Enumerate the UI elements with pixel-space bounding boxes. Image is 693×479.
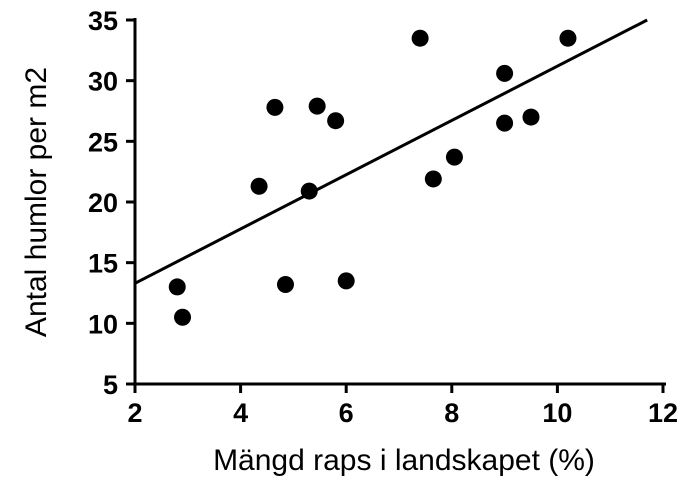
y-tick-label: 30	[88, 67, 118, 97]
data-point	[327, 112, 345, 130]
x-tick-label: 4	[233, 398, 248, 428]
y-tick-label: 35	[88, 6, 118, 36]
x-tick-label: 12	[648, 398, 678, 428]
y-tick-label: 5	[103, 370, 118, 400]
y-tick-label: 25	[88, 127, 118, 157]
data-point	[445, 148, 463, 166]
axes	[133, 18, 666, 386]
y-tick-label: 10	[88, 309, 118, 339]
trendline-group	[134, 18, 648, 285]
x-tick-label: 8	[444, 398, 459, 428]
trendline	[134, 18, 648, 285]
x-tick-label: 2	[127, 398, 142, 428]
data-point	[411, 29, 429, 47]
data-point	[174, 308, 192, 326]
data-point	[559, 29, 577, 47]
y-tick-label: 20	[88, 188, 118, 218]
data-point	[424, 170, 442, 188]
data-points	[168, 29, 577, 326]
x-axis-ticks: 2 4 6 8 10 12	[127, 384, 678, 428]
data-point	[522, 108, 540, 126]
y-axis-title: Antal humlor per m2	[20, 67, 53, 337]
y-axis-ticks: 5 10 15 20 25 30 35	[88, 6, 135, 400]
data-point	[276, 276, 294, 294]
data-point	[168, 278, 186, 296]
data-point	[496, 114, 514, 132]
data-point	[300, 182, 318, 200]
data-point	[250, 177, 268, 195]
x-tick-label: 10	[542, 398, 572, 428]
data-point	[496, 64, 514, 82]
x-axis-title: Mängd raps i landskapet (%)	[213, 444, 595, 477]
data-point	[308, 97, 326, 115]
data-point	[266, 98, 284, 116]
y-tick-label: 15	[88, 249, 118, 279]
x-tick-label: 6	[339, 398, 354, 428]
data-point	[337, 272, 355, 290]
